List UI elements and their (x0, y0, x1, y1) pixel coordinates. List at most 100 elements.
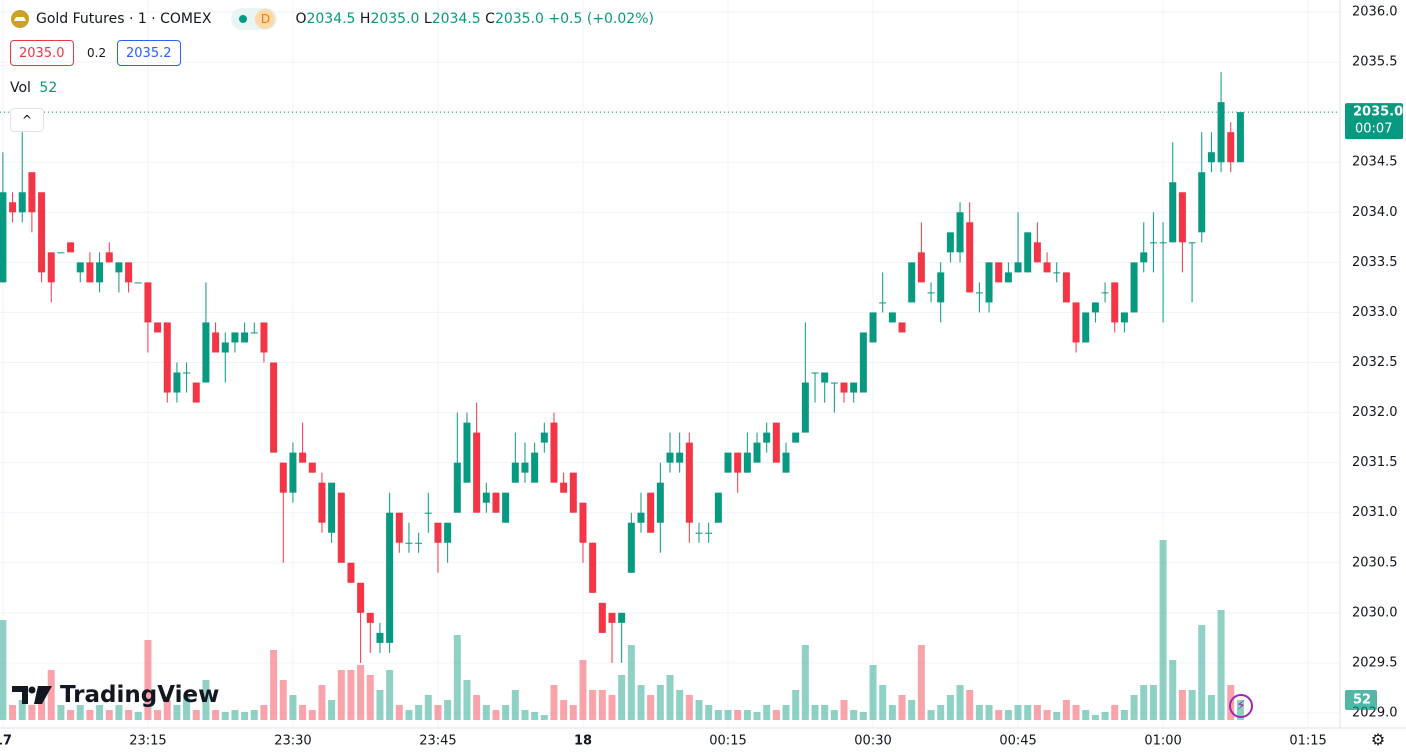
candle-body (1062, 272, 1070, 303)
alert-icon[interactable]: ⚡ (1229, 694, 1253, 718)
candle-body (1227, 132, 1235, 163)
volume-bar (453, 635, 461, 720)
volume-bar (743, 710, 751, 720)
logo-icon (12, 686, 52, 704)
vol-label: Vol (10, 80, 31, 96)
candle-body (637, 512, 645, 523)
volume-bar (308, 710, 316, 720)
candle-body (618, 612, 626, 623)
candle-body (1043, 262, 1051, 273)
candle-body (1120, 312, 1128, 323)
volume-bar (47, 670, 55, 720)
symbol[interactable]: Gold Futures · 1 · COMEX (36, 11, 212, 27)
candle-body (76, 262, 84, 273)
candle-body (221, 342, 229, 353)
volume-bar (859, 711, 867, 720)
legend-header: Gold Futures · 1 · COMEX D O2034.5 H2035… (10, 8, 654, 30)
volume-bar (608, 695, 616, 720)
logo: TradingView (12, 682, 219, 708)
candle-body (1207, 152, 1215, 163)
volume-tag-value: 52 (1353, 693, 1371, 708)
volume-bar (125, 710, 133, 720)
volume-bar (879, 685, 887, 720)
x-tick-label: 23:15 (129, 734, 166, 749)
volume-bar (405, 710, 413, 720)
o-value: 2034.5 (306, 11, 356, 27)
volume-bar (492, 710, 500, 720)
h-label: H (359, 11, 371, 27)
candle-body (840, 382, 848, 393)
y-tick-label: 2029.5 (1352, 655, 1398, 670)
candle-body (299, 452, 307, 463)
volume-bar (1217, 610, 1225, 720)
y-tick-label: 2032.0 (1352, 405, 1398, 420)
candle-body (811, 372, 819, 374)
volume-bar (618, 675, 626, 720)
volume-bar (821, 705, 829, 720)
settings-icon[interactable]: ⚙ (1370, 730, 1386, 749)
candle-body (1091, 302, 1099, 313)
candle-body (0, 192, 7, 283)
candle-body (734, 452, 742, 473)
volume-bar (888, 705, 896, 720)
volume-bar (86, 710, 94, 720)
volume-bar (202, 680, 210, 720)
l-label: L (423, 11, 432, 27)
x-tick-label: 00:15 (709, 734, 746, 749)
symbol-icon (11, 10, 29, 28)
volume-bar (473, 695, 481, 720)
volume-bar (647, 695, 655, 720)
volume-bar (995, 710, 1003, 720)
candle-body (898, 322, 906, 333)
volume-bar (1178, 690, 1186, 720)
y-tick-label: 2030.5 (1352, 555, 1398, 570)
collapse-button[interactable]: ^ (10, 108, 44, 132)
c-value: 2035.0 (494, 11, 544, 27)
buy-button[interactable]: 2035.2 (117, 40, 181, 66)
candle-body (115, 262, 123, 273)
volume-bar (1091, 715, 1099, 720)
candle-body (946, 232, 954, 253)
volume-bar (18, 700, 26, 720)
candle-body (1101, 292, 1109, 294)
candle-body (995, 262, 1003, 283)
volume-bar (666, 675, 674, 720)
candle-body (260, 322, 268, 353)
candle-body (1004, 272, 1012, 283)
candle-body (202, 322, 210, 383)
candle-body (869, 312, 877, 343)
volume-bar (975, 705, 983, 720)
volume-bar (221, 711, 229, 720)
volume-bar (1062, 700, 1070, 720)
volume-legend: Vol 52 (10, 80, 57, 96)
volume-bar (811, 705, 819, 720)
candle-body (473, 432, 481, 513)
candle-body (917, 252, 925, 283)
candle-body (337, 492, 345, 563)
volume-bar (463, 680, 471, 720)
volume-bar (1004, 710, 1012, 720)
volume-bar (28, 705, 36, 720)
sell-button[interactable]: 2035.0 (10, 40, 74, 66)
volume-bar (241, 711, 249, 720)
volume-bar (627, 645, 635, 720)
y-tick-label: 2030.0 (1352, 605, 1398, 620)
volume-bar (908, 700, 916, 720)
y-tick-label: 2034.5 (1352, 155, 1398, 170)
candle-body (1053, 272, 1061, 274)
volume-bar (656, 685, 664, 720)
volume-bar (550, 685, 558, 720)
candle-body (792, 432, 800, 443)
volume-bar (598, 690, 606, 720)
status: D (231, 8, 278, 30)
volume-bar (376, 690, 384, 720)
candle-body (1149, 242, 1157, 244)
volume-bar (0, 620, 7, 720)
candle-body (569, 472, 577, 513)
x-tick-label: 01:00 (1144, 734, 1181, 749)
candle-body (560, 482, 568, 493)
delay-badge[interactable]: D (255, 9, 276, 29)
volume-bar (415, 705, 423, 720)
volume-bar (1130, 695, 1138, 720)
